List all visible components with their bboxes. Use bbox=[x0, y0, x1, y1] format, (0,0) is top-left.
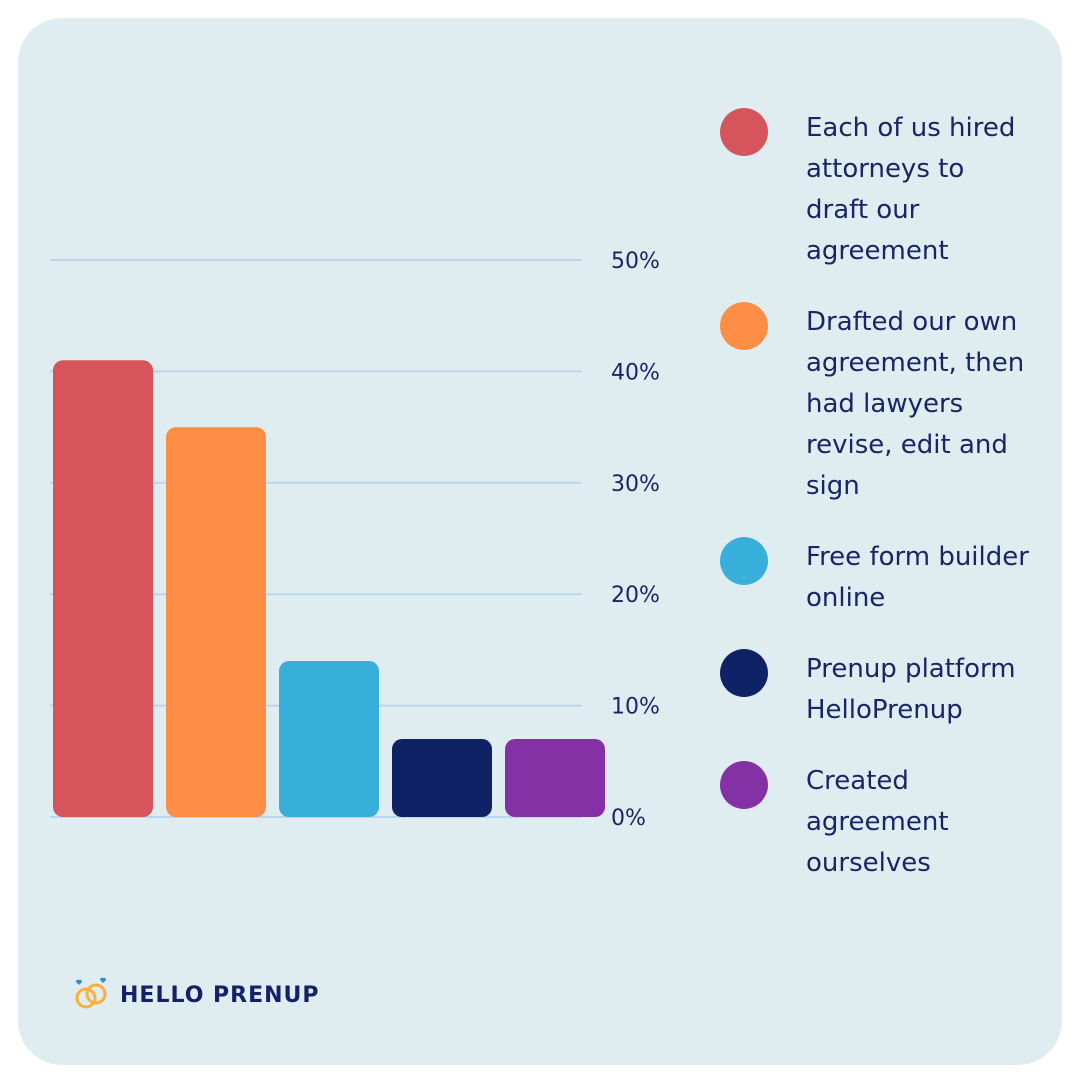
legend-swatch bbox=[720, 649, 768, 697]
legend-item: Prenup platform HelloPrenup bbox=[720, 649, 1050, 731]
bar bbox=[392, 739, 492, 817]
bar bbox=[166, 427, 266, 817]
bar bbox=[505, 739, 605, 817]
legend-swatch bbox=[720, 108, 768, 156]
legend-label: Drafted our own agreement, then had lawy… bbox=[806, 307, 1025, 501]
y-tick-label: 10% bbox=[611, 695, 660, 720]
legend-swatch bbox=[720, 761, 768, 809]
legend-label: Free form builder online bbox=[806, 542, 1029, 613]
bar bbox=[53, 360, 153, 817]
bar bbox=[279, 661, 379, 817]
legend-item: Free form builder online bbox=[720, 537, 1050, 619]
y-tick-label: 50% bbox=[611, 249, 660, 274]
legend-item: Each of us hired attorneys to draft our … bbox=[720, 108, 1050, 272]
legend-swatch bbox=[720, 302, 768, 350]
logo-icon bbox=[75, 977, 107, 1009]
y-tick-label: 20% bbox=[611, 583, 660, 608]
legend-item: Drafted our own agreement, then had lawy… bbox=[720, 302, 1050, 507]
legend-label: Prenup platform HelloPrenup bbox=[806, 654, 1016, 725]
y-tick-label: 0% bbox=[611, 806, 646, 831]
logo: HELLO PRENUP bbox=[72, 976, 320, 1014]
legend-label: Created agreement ourselves bbox=[806, 766, 949, 878]
legend: Each of us hired attorneys to draft our … bbox=[720, 108, 1050, 884]
legend-item: Created agreement ourselves bbox=[720, 761, 1050, 884]
y-tick-label: 30% bbox=[611, 472, 660, 497]
y-tick-label: 40% bbox=[611, 360, 660, 385]
logo-text: HELLO PRENUP bbox=[120, 982, 320, 1008]
legend-swatch bbox=[720, 537, 768, 585]
legend-label: Each of us hired attorneys to draft our … bbox=[806, 113, 1016, 266]
